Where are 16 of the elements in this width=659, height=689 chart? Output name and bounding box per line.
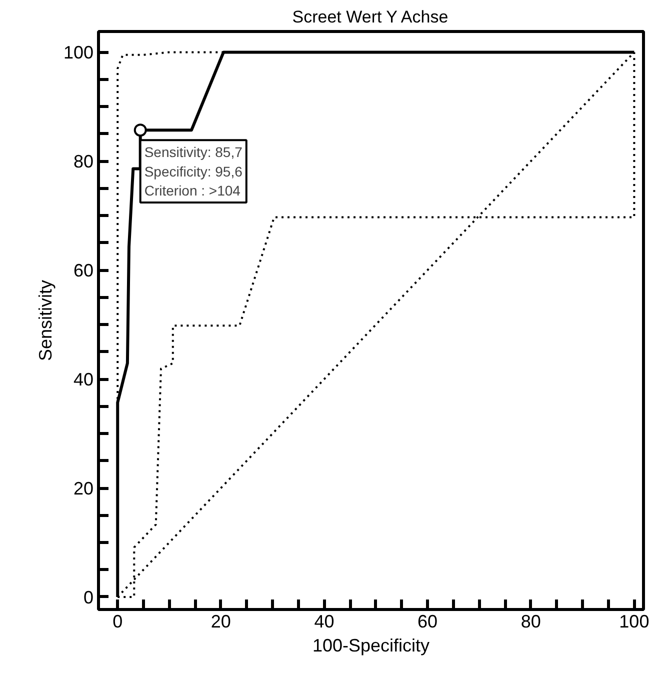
- x-tick-label: 40: [314, 612, 334, 632]
- y-tick-label: 20: [73, 478, 94, 499]
- x-tick-label: 100: [619, 612, 650, 632]
- x-tick-label: 0: [112, 612, 123, 632]
- x-tick-label: 80: [520, 612, 541, 632]
- y-tick-label: 40: [73, 370, 94, 390]
- y-axis-title: Sensitivity: [35, 280, 56, 362]
- y-tick-label: 60: [73, 260, 94, 281]
- y-tick-label: 100: [63, 42, 94, 63]
- annotation: Sensitivity: 85,7 Specificity: 95,6 Criterion : >104: [144, 144, 243, 199]
- y-tick-label: 0: [83, 587, 94, 608]
- x-tick-label: 60: [418, 612, 438, 632]
- x-tick-label: 20: [210, 612, 231, 632]
- y-tick-label: 80: [73, 152, 94, 172]
- chart-title: Screet Wert Y Achse: [292, 8, 448, 26]
- x-axis-title: 100-Specificity: [312, 636, 430, 656]
